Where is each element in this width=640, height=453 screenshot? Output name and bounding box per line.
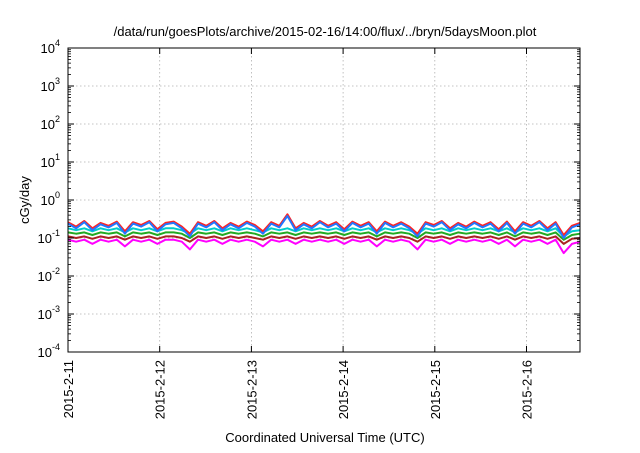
y-tick-label: 101 — [41, 152, 60, 170]
x-axis: 2015-2-11 2015-2-12 2015-2-13 2015-2-14 2015… — [61, 48, 535, 419]
series-line — [67, 213, 581, 236]
x-tick-label: 2015-2-14 — [336, 360, 351, 419]
x-axis-label: Coordinated Universal Time (UTC) — [225, 430, 424, 445]
x-tick-label: 2015-2-16 — [520, 360, 535, 419]
series-layer — [67, 213, 581, 255]
y-tick-label: 103 — [41, 76, 60, 94]
x-tick-label: 2015-2-13 — [244, 360, 259, 419]
series-line — [67, 215, 581, 239]
series-line — [67, 227, 581, 238]
grid — [67, 48, 580, 352]
series-line — [67, 231, 581, 241]
y-tick-label: 100 — [41, 190, 60, 208]
y-tick-label: 102 — [41, 114, 60, 132]
y-tick-label: 104 — [41, 38, 60, 56]
x-tick-label: 2015-2-12 — [153, 360, 168, 419]
chart-title: /data/run/goesPlots/archive/2015-02-16/1… — [114, 24, 537, 39]
series-line — [67, 238, 581, 255]
x-tick-label: 2015-2-11 — [61, 360, 76, 418]
x-tick-label: 2015-2-15 — [428, 360, 443, 419]
y-tick-label: 10-4 — [38, 342, 60, 360]
series-line — [67, 235, 581, 245]
y-axis: 10-4 10-3 10-2 10-1 100 101 102 103 104 — [38, 38, 580, 360]
y-tick-label: 10-3 — [38, 304, 60, 322]
y-tick-label: 10-2 — [38, 266, 60, 284]
y-axis-label: cGy/day — [17, 176, 32, 224]
y-tick-label: 10-1 — [38, 228, 60, 246]
